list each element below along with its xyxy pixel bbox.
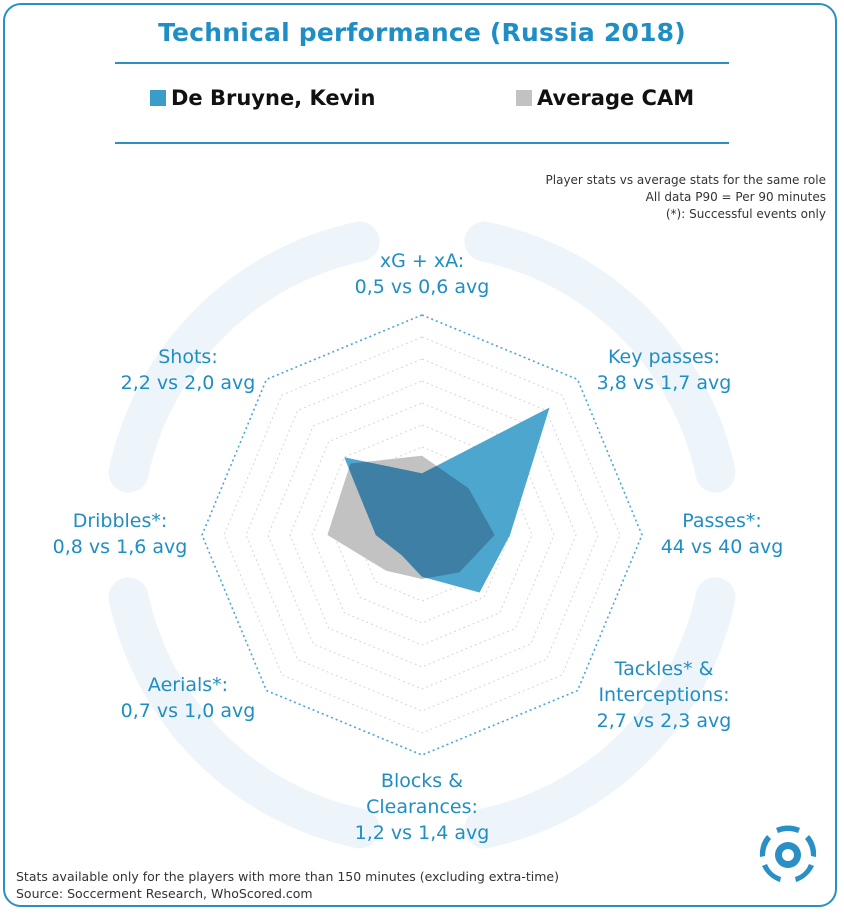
- radar-ring: [223, 336, 621, 734]
- legend-swatch-player: [150, 90, 166, 106]
- axis-label: Tackles* & Interceptions: 2,7 vs 2,3 avg: [597, 656, 732, 734]
- axis-stat: 2,7 vs 2,3 avg: [596, 710, 732, 732]
- chart-title: Technical performance (Russia 2018): [158, 18, 686, 47]
- watermark-arcs: [108, 221, 736, 849]
- axis-label: Aerials*: 0,7 vs 1,0 avg: [121, 672, 256, 724]
- axis-name: Blocks &: [380, 770, 464, 792]
- series-overlap: [344, 455, 495, 579]
- legend-divider: [115, 142, 729, 144]
- axis-label: Blocks & Clearances: 1,2 vs 1,4 avg: [355, 768, 490, 846]
- axis-stat: 44 vs 40 avg: [660, 536, 784, 558]
- chart-footer: Stats available only for the players wit…: [16, 868, 559, 902]
- axis-name: Clearances:: [366, 796, 478, 818]
- axis-stat: 0,7 vs 1,0 avg: [120, 700, 256, 722]
- axis-name: xG + xA:: [379, 250, 465, 272]
- footer-line: Stats available only for the players wit…: [16, 869, 559, 884]
- legend-item-average: Average CAM: [516, 86, 694, 110]
- radar-ring: [311, 424, 533, 646]
- axis-name: Interceptions:: [598, 684, 730, 706]
- note-line: All data P90 = Per 90 minutes: [645, 190, 826, 204]
- axis-stat: 3,8 vs 1,7 avg: [596, 372, 732, 394]
- axis-stat: 1,2 vs 1,4 avg: [354, 822, 490, 844]
- axis-name: Dribbles*:: [72, 510, 168, 532]
- watermark-arc: [464, 221, 736, 493]
- legend-item-player: De Bruyne, Kevin: [150, 86, 375, 110]
- axis-label: Key passes: 3,8 vs 1,7 avg: [597, 344, 732, 396]
- axis-stat: 0,5 vs 0,6 avg: [354, 276, 490, 298]
- axis-name: Aerials*:: [147, 674, 229, 696]
- legend-label-average: Average CAM: [537, 86, 695, 110]
- axis-name: Tackles* &: [614, 658, 714, 680]
- title-divider: [115, 62, 729, 64]
- legend-swatch-average: [516, 90, 532, 106]
- axis-name: Shots:: [158, 346, 218, 368]
- note-line: Player stats vs average stats for the sa…: [545, 173, 826, 187]
- axis-label: Dribbles*: 0,8 vs 1,6 avg: [53, 508, 188, 560]
- axis-name: Passes*:: [682, 510, 762, 532]
- legend-label-player: De Bruyne, Kevin: [171, 86, 376, 110]
- axis-label: Passes*: 44 vs 40 avg: [661, 508, 784, 560]
- soccerment-logo-icon: [759, 825, 817, 882]
- footer-line: Source: Soccerment Research, WhoScored.c…: [16, 886, 313, 901]
- axis-label: xG + xA: 0,5 vs 0,6 avg: [355, 248, 490, 300]
- watermark-arc: [108, 577, 380, 849]
- watermark-arc: [108, 221, 380, 493]
- radar-series: [327, 407, 550, 593]
- watermark-arc: [464, 577, 736, 849]
- axis-label: Shots: 2,2 vs 2,0 avg: [121, 344, 256, 396]
- axis-name: Key passes:: [608, 346, 720, 368]
- note-line: (*): Successful events only: [665, 207, 826, 221]
- axis-stat: 2,2 vs 2,0 avg: [120, 372, 256, 394]
- chart-notes: Player stats vs average stats for the sa…: [546, 172, 826, 223]
- axis-stat: 0,8 vs 1,6 avg: [52, 536, 188, 558]
- radar-ring: [267, 380, 577, 690]
